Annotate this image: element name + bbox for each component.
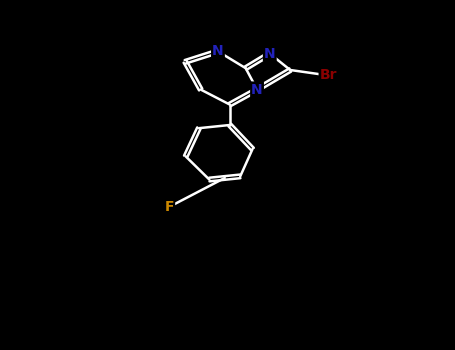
Text: F: F bbox=[165, 200, 174, 214]
Text: N: N bbox=[212, 44, 224, 58]
Text: N: N bbox=[264, 47, 276, 61]
Text: N: N bbox=[251, 83, 263, 97]
Text: Br: Br bbox=[320, 69, 337, 83]
